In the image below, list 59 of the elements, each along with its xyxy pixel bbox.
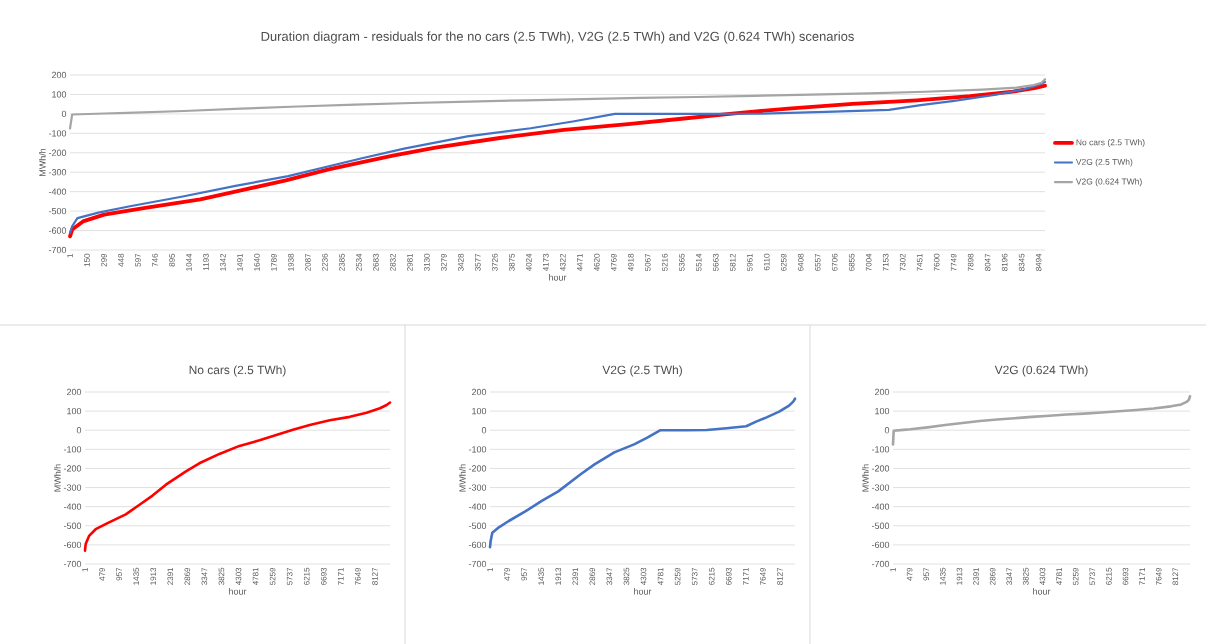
y-tick-label: -100 (468, 446, 487, 453)
line-series (891, 394, 1192, 446)
y-tick-label: -600 (63, 541, 82, 549)
line-series (83, 401, 392, 552)
y-tick-label: 0 (76, 427, 82, 434)
y-axis-title: MWh/h (39, 148, 46, 176)
y-tick-label: 100 (472, 407, 487, 415)
y-tick-label: 100 (67, 407, 82, 415)
y-tick-label: -600 (48, 227, 67, 234)
y-axis-title: MWh/h (459, 464, 466, 492)
y-tick-label: -500 (871, 522, 890, 529)
y-tick-label: -600 (871, 541, 890, 549)
y-tick-label: 200 (471, 388, 487, 396)
y-tick-label: -100 (63, 446, 82, 453)
y-tick-label: -400 (63, 503, 82, 510)
y-tick-label: -700 (63, 560, 82, 568)
y-axis-title: MWh/h (862, 464, 869, 492)
y-tick-label: 100 (875, 407, 890, 415)
y-tick-label: -400 (871, 503, 890, 510)
legend-label: V2G (0.624 TWh) (1075, 178, 1142, 187)
chart-title: No cars (2.5 TWh) (189, 365, 286, 377)
y-tick-label: -300 (871, 484, 890, 491)
y-tick-label: -500 (63, 522, 82, 529)
chart-title: V2G (2.5 TWh) (602, 365, 682, 377)
y-tick-label: 200 (874, 388, 890, 396)
y-tick-label: -100 (48, 130, 67, 137)
y-tick-label: -400 (48, 188, 67, 195)
x-axis-title: hour (549, 274, 567, 281)
chart-title: Duration diagram - residuals for the no cars (2.5 TWh), V2G (2.5 TWh) and V2G (0.624 TWh) scenarios (261, 31, 854, 44)
y-tick-label: -100 (871, 446, 890, 453)
y-tick-label: -500 (468, 522, 487, 529)
y-tick-label: 200 (51, 71, 67, 79)
y-tick-label: -200 (871, 465, 890, 472)
line-series (68, 78, 1047, 130)
y-tick-label: 0 (61, 110, 67, 118)
x-axis-title: hour (634, 588, 652, 595)
y-tick-label: -600 (468, 541, 487, 549)
y-tick-label: -500 (48, 207, 67, 215)
y-tick-label: 200 (66, 388, 82, 396)
y-tick-label: -400 (468, 503, 487, 510)
x-axis-title: hour (1033, 588, 1051, 595)
y-tick-label: -200 (468, 465, 487, 472)
legend-label: V2G (2.5 TWh) (1075, 158, 1133, 167)
line-series (488, 397, 797, 549)
y-tick-label: -200 (63, 465, 82, 472)
legend-label: No cars (2.5 TWh) (1076, 139, 1145, 147)
y-axis-title: MWh/h (54, 464, 61, 492)
chart-title: V2G (0.624 TWh) (994, 365, 1088, 377)
y-tick-label: -300 (468, 484, 487, 491)
y-tick-label: 0 (884, 427, 890, 434)
y-tick-label: -700 (48, 246, 67, 254)
y-tick-label: -300 (48, 169, 67, 176)
y-tick-label: -700 (871, 560, 890, 568)
y-tick-label: -300 (63, 484, 82, 491)
x-axis-title: hour (229, 588, 247, 595)
y-tick-label: 0 (481, 427, 487, 434)
y-tick-label: -200 (48, 149, 67, 156)
y-tick-label: -700 (468, 560, 487, 568)
y-tick-label: 100 (52, 91, 67, 98)
